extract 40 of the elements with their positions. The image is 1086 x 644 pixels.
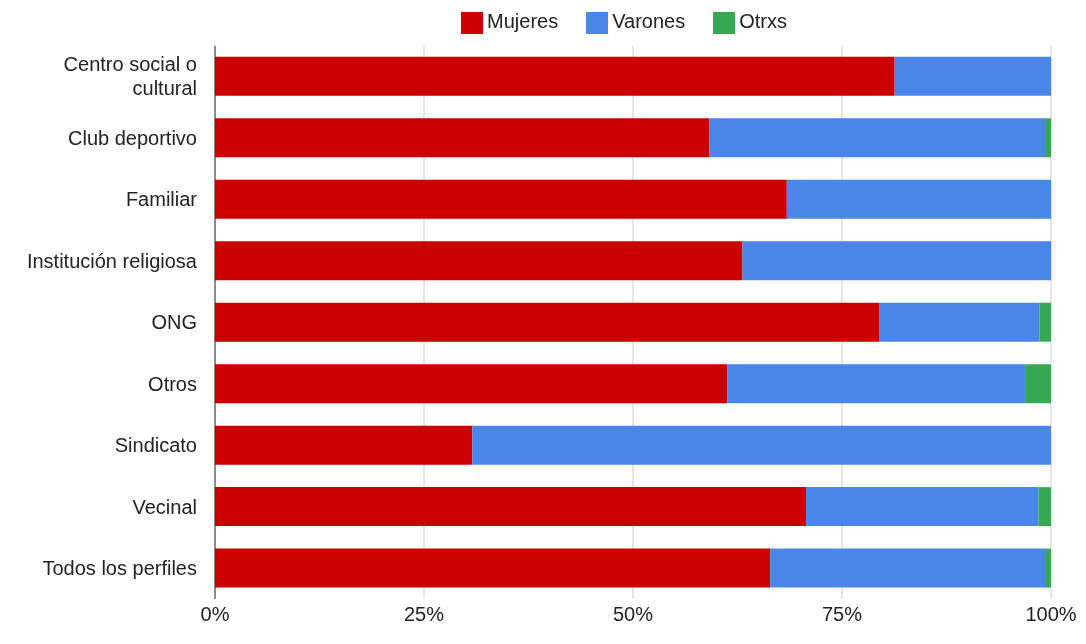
y-tick-label: Vecinal	[132, 495, 197, 518]
x-tick-label: 0%	[200, 603, 230, 626]
y-tick-label: Club deportivo	[68, 126, 197, 149]
bar	[215, 425, 473, 465]
bar	[215, 179, 787, 219]
bar	[1038, 487, 1051, 527]
bar	[1025, 364, 1051, 404]
y-tick-label: Familiar	[125, 188, 198, 211]
y-tick-label: Centro social o cultural	[63, 53, 197, 100]
bar	[1039, 302, 1051, 342]
x-tick-label: 50%	[612, 603, 654, 626]
bar	[770, 548, 1046, 588]
x-tick-label: 25%	[403, 603, 445, 626]
bar	[894, 56, 1051, 96]
x-tick-label: 100%	[1025, 603, 1077, 626]
bar	[215, 487, 807, 527]
y-tick-label: Sindicato	[114, 434, 197, 457]
bar	[806, 487, 1039, 527]
bar	[215, 118, 710, 158]
x-tick-label: 75%	[821, 603, 863, 626]
bar	[215, 302, 880, 342]
y-tick-label: Todos los perfiles	[42, 557, 197, 580]
bar	[215, 241, 743, 281]
bar	[1045, 118, 1051, 158]
y-tick-label: ONG	[151, 311, 197, 334]
bar	[1045, 548, 1051, 588]
bar	[215, 548, 771, 588]
legend-label: Varones	[612, 10, 686, 32]
y-tick-label: Otros	[148, 372, 197, 395]
y-tick-label: Institución religiosa	[26, 249, 198, 272]
bar	[742, 241, 1051, 281]
bar	[215, 364, 728, 404]
bar	[709, 118, 1046, 158]
bar	[879, 302, 1040, 342]
legend-label: Otrxs	[739, 10, 787, 32]
bar	[215, 56, 895, 96]
legend-label: Mujeres	[487, 10, 559, 32]
bar	[727, 364, 1026, 404]
bar	[472, 425, 1051, 465]
bar	[786, 179, 1051, 219]
